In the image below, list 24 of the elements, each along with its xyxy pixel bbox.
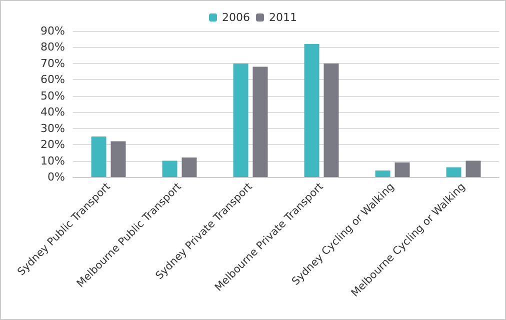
y-tick-label: 0% <box>48 170 65 184</box>
legend-label: 2006 <box>222 11 250 24</box>
y-tick-label: 50% <box>40 89 65 102</box>
y-tick-label: 60% <box>40 73 65 86</box>
bar <box>466 160 481 177</box>
y-tick-label: 10% <box>40 154 65 168</box>
bar <box>394 162 410 177</box>
y-tick-label: 30% <box>40 122 65 135</box>
bar <box>375 170 390 177</box>
bar <box>252 66 268 177</box>
bar <box>91 136 106 177</box>
y-tick-label: 20% <box>40 138 65 152</box>
bar <box>304 44 320 177</box>
bar <box>233 63 248 177</box>
bar <box>162 160 178 177</box>
y-tick-label: 80% <box>40 40 65 54</box>
bar <box>446 167 462 177</box>
y-tick-label: 90% <box>40 24 65 38</box>
legend-label: 2011 <box>269 11 297 24</box>
bar <box>324 63 339 177</box>
bar <box>182 158 197 177</box>
y-tick-label: 70% <box>40 56 65 70</box>
bar <box>110 141 126 177</box>
y-tick-label: 40% <box>40 106 65 119</box>
